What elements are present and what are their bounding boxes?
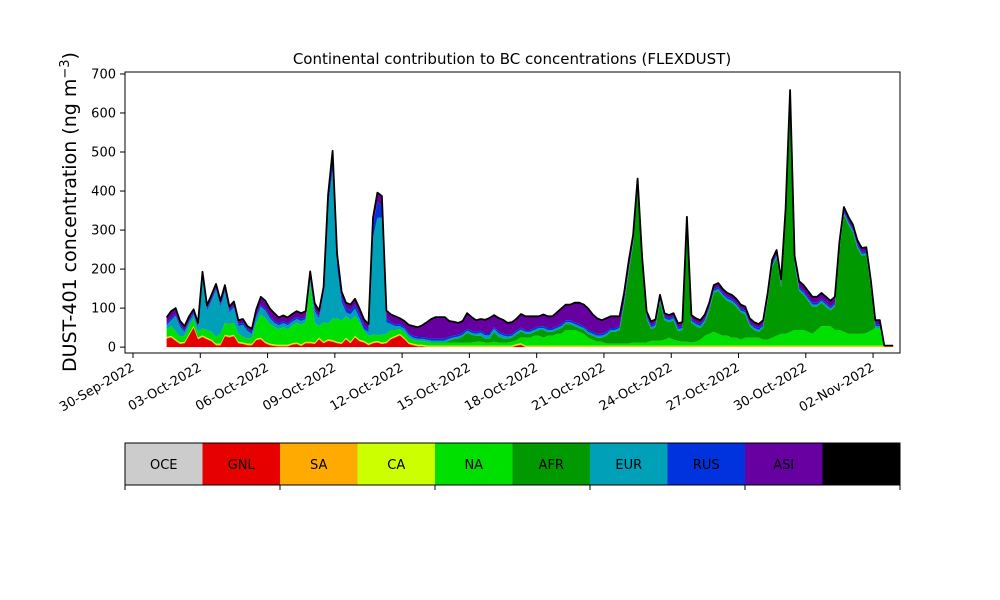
x-tick-label: 27-Oct-2022 [664,360,742,414]
region-colorbar: OCE GNL SA CA NA AFR EUR RUS ASI AUS [124,442,901,490]
y-tick-label: 0 [108,341,116,356]
x-tick-label: 12-Oct-2022 [328,360,406,414]
colorbar-label: ASI [773,458,794,473]
colorbar-swatch-ca [357,443,436,485]
colorbar-label: GNL [228,458,256,473]
x-tick-label: 03-Oct-2022 [126,360,204,414]
plot-area [124,71,901,354]
area-na [166,283,894,346]
x-tick-label: 02-Nov-2022 [797,360,877,415]
y-tick-label: 500 [91,146,116,161]
area-gnl [166,327,894,348]
y-tick-label: 200 [91,263,116,278]
y-tick-label: 700 [91,67,116,82]
colorbar-frame [124,442,901,486]
y-tick-label: 100 [91,302,116,317]
colorbar-label: CA [387,458,405,473]
colorbar-swatch-aus [822,443,901,485]
y-tick-label: 300 [91,224,116,239]
x-tick-label: 18-Oct-2022 [462,360,540,414]
colorbar-swatch-rus [667,443,746,485]
total-concentration-line [165,89,894,347]
colorbar-label: SA [310,458,327,473]
y-tick-label: 400 [91,185,116,200]
plot-frame [124,71,901,354]
area-afr [166,97,894,346]
colorbar-label: RUS [693,458,720,473]
colorbar-swatch-eur [590,443,668,485]
x-tick-label: 06-Oct-2022 [193,360,271,414]
x-axis: 30-Sep-202203-Oct-202206-Oct-202209-Oct-… [57,353,877,415]
y-axis-label-exponent: −3 [58,59,73,78]
x-tick-label: 21-Oct-2022 [530,360,608,414]
chart-title: Continental contribution to BC concentra… [293,50,731,68]
colorbar-swatch-afr [512,443,591,485]
colorbar-label: EUR [615,458,642,473]
y-axis-label: DUST-401 concentration (ng m−3) [58,52,82,372]
y-axis: 0 100 200 300 400 500 600 700 [91,67,125,356]
x-tick-label: 15-Oct-2022 [395,360,473,414]
y-axis-label-text: DUST-401 concentration (ng m [59,79,81,372]
colorbar-swatch-asi [745,443,823,485]
x-tick-label: 24-Oct-2022 [597,360,675,414]
y-tick-label: 600 [91,106,116,121]
colorbar-label: OCE [150,458,178,473]
colorbar-label: AFR [539,458,564,473]
y-axis-label-close: ) [59,52,81,59]
colorbar-label: AUS [848,458,875,473]
colorbar-swatch-gnl [202,443,281,485]
colorbar-swatch-sa [280,443,358,485]
x-tick-label: 09-Oct-2022 [260,360,338,414]
colorbar-swatch-oce [125,443,203,485]
colorbar-label: NA [464,458,483,473]
colorbar-swatch-na [435,443,513,485]
